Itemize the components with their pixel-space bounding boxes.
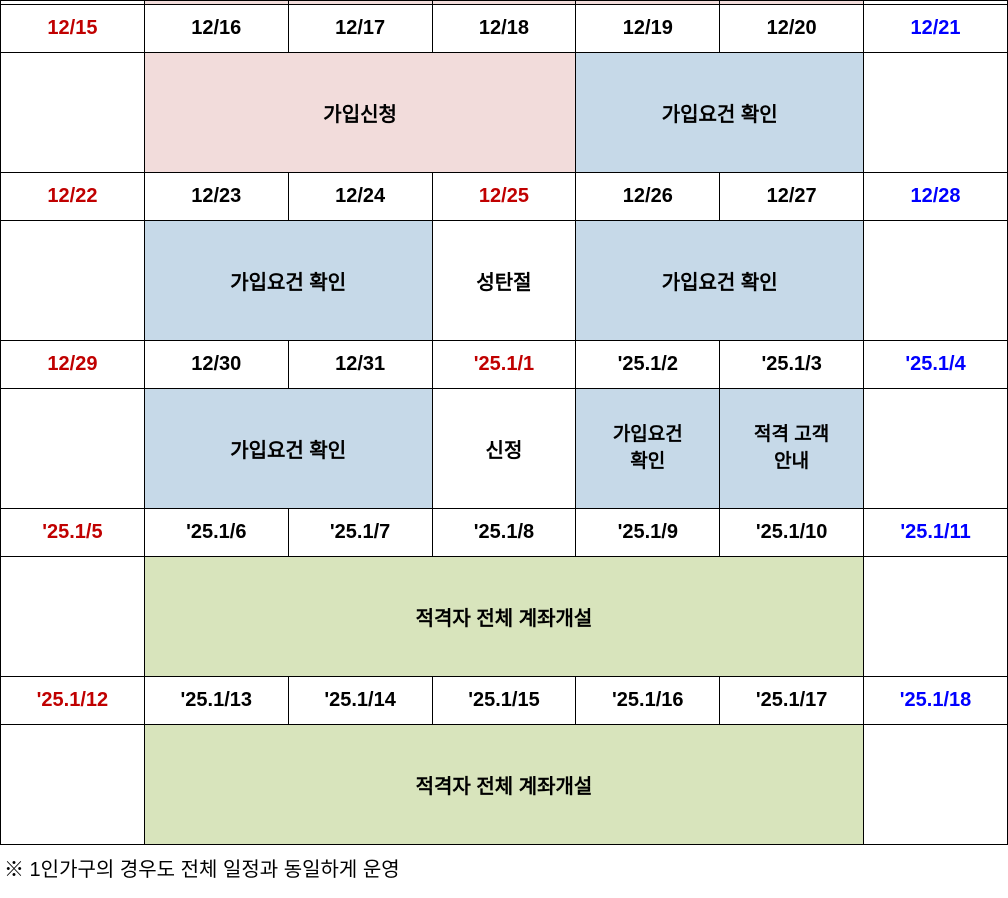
date-cell: 12/17 — [288, 5, 432, 53]
event-cell-requirement-check: 가입요건 확인 — [144, 389, 432, 509]
date-cell: '25.1/18 — [864, 677, 1008, 725]
date-row: 12/29 12/30 12/31 '25.1/1 '25.1/2 '25.1/… — [1, 341, 1008, 389]
date-row: 12/15 12/16 12/17 12/18 12/19 12/20 12/2… — [1, 5, 1008, 53]
date-cell: 12/24 — [288, 173, 432, 221]
date-cell: 12/31 — [288, 341, 432, 389]
date-cell: '25.1/5 — [1, 509, 145, 557]
date-row: '25.1/5 '25.1/6 '25.1/7 '25.1/8 '25.1/9 … — [1, 509, 1008, 557]
event-cell-empty — [1, 725, 145, 845]
event-cell-application: 가입신청 — [144, 53, 576, 173]
event-row: 가입요건 확인 신정 가입요건확인 적격 고객안내 — [1, 389, 1008, 509]
event-text: 가입요건확인 — [613, 424, 683, 472]
event-cell-empty — [864, 389, 1008, 509]
date-cell: 12/15 — [1, 5, 145, 53]
footnote: ※ 1인가구의 경우도 전체 일정과 동일하게 운영 — [0, 845, 1008, 882]
event-cell-account-opening: 적격자 전체 계좌개설 — [144, 557, 863, 677]
date-cell: '25.1/8 — [432, 509, 576, 557]
event-cell-customer-notice: 적격 고객안내 — [720, 389, 864, 509]
event-cell-empty — [1, 53, 145, 173]
date-cell: 12/21 — [864, 5, 1008, 53]
date-cell: '25.1/13 — [144, 677, 288, 725]
event-cell-requirement-check: 가입요건확인 — [576, 389, 720, 509]
event-row: 적격자 전체 계좌개설 — [1, 557, 1008, 677]
calendar-body: 12/15 12/16 12/17 12/18 12/19 12/20 12/2… — [1, 1, 1008, 845]
event-cell-empty — [864, 725, 1008, 845]
date-cell: '25.1/15 — [432, 677, 576, 725]
date-row: 12/22 12/23 12/24 12/25 12/26 12/27 12/2… — [1, 173, 1008, 221]
date-cell: '25.1/9 — [576, 509, 720, 557]
event-cell-empty — [864, 221, 1008, 341]
date-cell: '25.1/17 — [720, 677, 864, 725]
date-cell: 12/27 — [720, 173, 864, 221]
event-row: 가입요건 확인 성탄절 가입요건 확인 — [1, 221, 1008, 341]
event-cell-empty — [864, 53, 1008, 173]
event-cell-empty — [1, 221, 145, 341]
date-cell: '25.1/2 — [576, 341, 720, 389]
date-cell: '25.1/12 — [1, 677, 145, 725]
event-cell-requirement-check: 가입요건 확인 — [576, 221, 864, 341]
event-cell-requirement-check: 가입요건 확인 — [144, 221, 432, 341]
date-cell: '25.1/4 — [864, 341, 1008, 389]
date-cell: 12/26 — [576, 173, 720, 221]
event-row: 적격자 전체 계좌개설 — [1, 725, 1008, 845]
date-cell: 12/30 — [144, 341, 288, 389]
date-cell: '25.1/6 — [144, 509, 288, 557]
event-cell-christmas: 성탄절 — [432, 221, 576, 341]
date-cell: '25.1/14 — [288, 677, 432, 725]
date-cell: '25.1/11 — [864, 509, 1008, 557]
date-cell: 12/19 — [576, 5, 720, 53]
event-cell-empty — [1, 389, 145, 509]
event-text: 적격 고객안내 — [754, 424, 829, 472]
date-cell: 12/25 — [432, 173, 576, 221]
date-cell: 12/20 — [720, 5, 864, 53]
schedule-calendar: 12/15 12/16 12/17 12/18 12/19 12/20 12/2… — [0, 0, 1008, 845]
event-cell-account-opening: 적격자 전체 계좌개설 — [144, 725, 863, 845]
event-row: 가입신청 가입요건 확인 — [1, 53, 1008, 173]
date-cell: 12/28 — [864, 173, 1008, 221]
date-cell: '25.1/7 — [288, 509, 432, 557]
date-cell: 12/23 — [144, 173, 288, 221]
date-row: '25.1/12 '25.1/13 '25.1/14 '25.1/15 '25.… — [1, 677, 1008, 725]
event-cell-newyear: 신정 — [432, 389, 576, 509]
date-cell: 12/16 — [144, 5, 288, 53]
event-cell-empty — [864, 557, 1008, 677]
event-cell-empty — [1, 557, 145, 677]
date-cell: '25.1/1 — [432, 341, 576, 389]
date-cell: 12/22 — [1, 173, 145, 221]
date-cell: '25.1/3 — [720, 341, 864, 389]
date-cell: '25.1/16 — [576, 677, 720, 725]
date-cell: '25.1/10 — [720, 509, 864, 557]
event-cell-requirement-check: 가입요건 확인 — [576, 53, 864, 173]
date-cell: 12/18 — [432, 5, 576, 53]
date-cell: 12/29 — [1, 341, 145, 389]
